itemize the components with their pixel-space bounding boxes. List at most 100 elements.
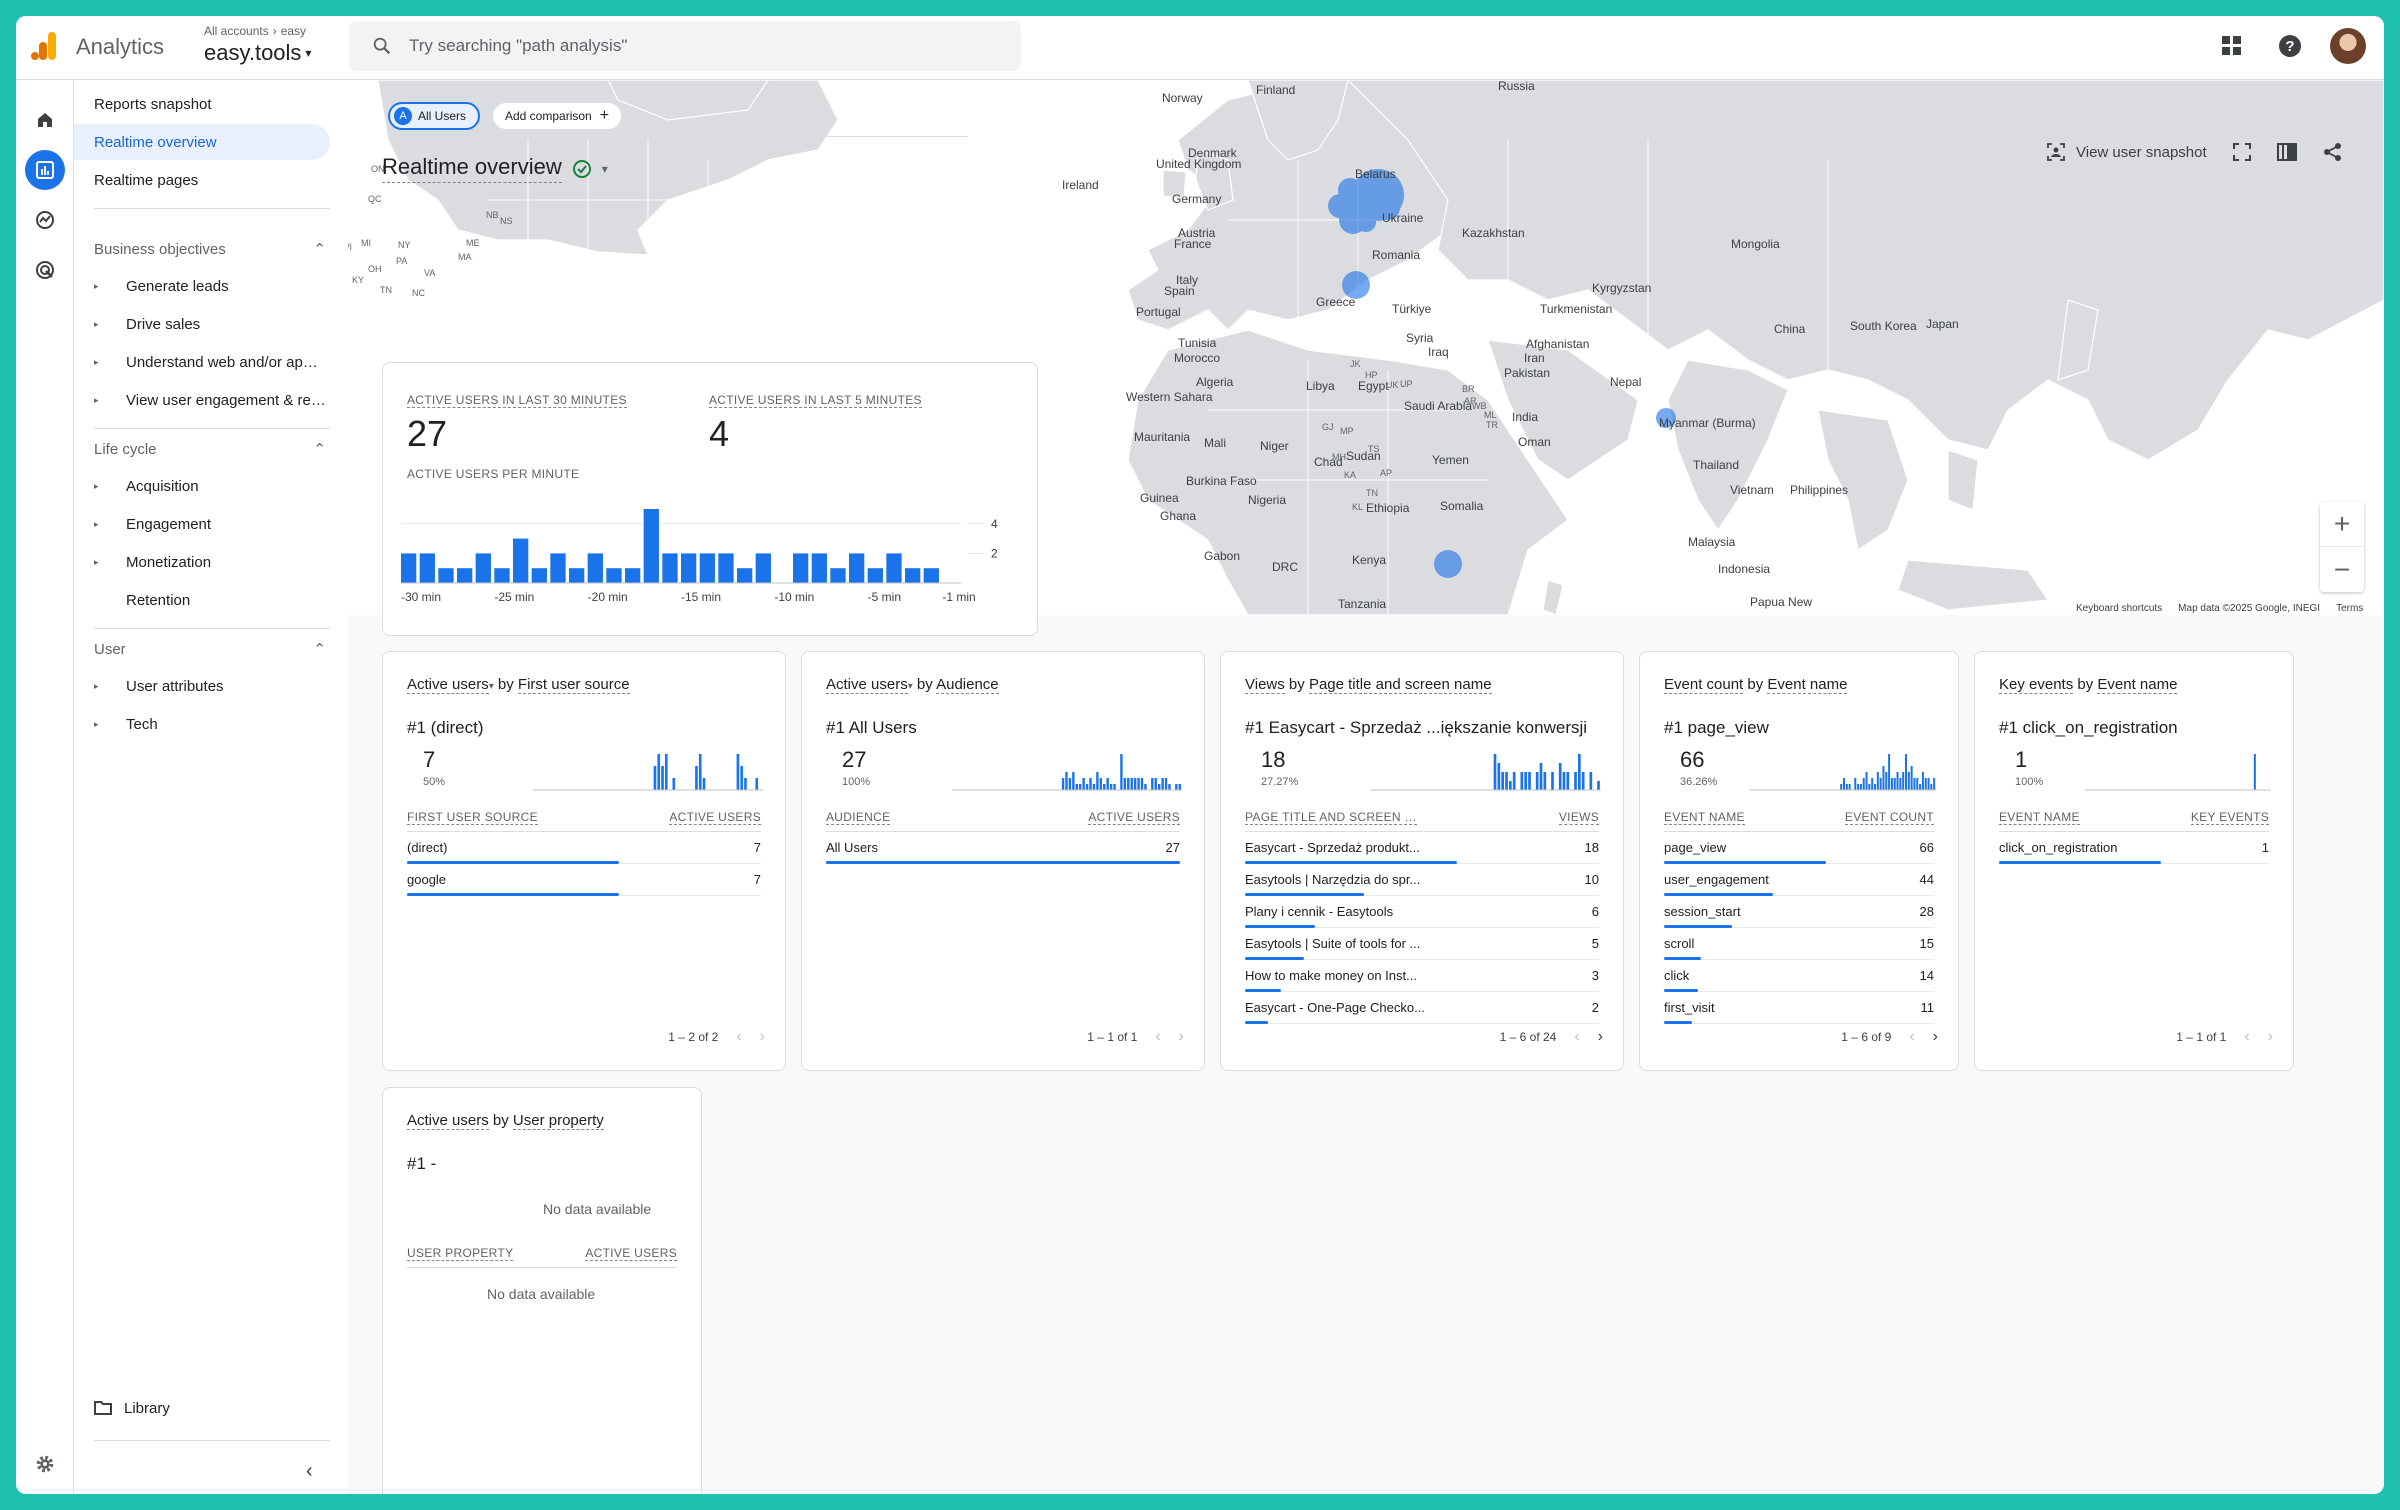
table-row[interactable]: Plany i cennik - Easytools 6 (1245, 896, 1599, 928)
table-row[interactable]: click_on_registration 1 (1999, 832, 2269, 864)
minute-bar[interactable] (830, 568, 846, 583)
minute-bar[interactable] (401, 553, 417, 583)
nav-understand-traffic[interactable]: ▸ Understand web and/or app t... (74, 344, 330, 380)
nav-acquisition[interactable]: ▸ Acquisition (74, 468, 330, 504)
settings-gear-icon[interactable] (25, 1444, 65, 1484)
dropdown-arrow-icon[interactable]: ▾ (488, 681, 494, 692)
account-selector[interactable]: All accounts › easy easy.tools ▾ (204, 24, 311, 66)
nav-reports-snapshot[interactable]: Reports snapshot (94, 95, 212, 113)
col-header-metric[interactable]: ACTIVE USERS (1088, 810, 1180, 825)
minute-bar[interactable] (718, 553, 734, 583)
explore-icon[interactable] (25, 200, 65, 240)
view-user-snapshot-button[interactable]: View user snapshot (2046, 142, 2207, 162)
minute-bar[interactable] (550, 553, 566, 583)
home-icon[interactable] (25, 100, 65, 140)
prev-page-icon[interactable]: ‹ (1574, 1028, 1580, 1045)
next-page-icon[interactable]: › (1597, 1028, 1603, 1045)
col-header-metric[interactable]: ACTIVE USERS (669, 810, 761, 825)
minute-bar[interactable] (755, 553, 771, 583)
keyboard-shortcuts-link[interactable]: Keyboard shortcuts (2076, 603, 2163, 614)
advertising-icon[interactable] (25, 250, 65, 290)
section-business-objectives[interactable]: Business objectives ⌃ (94, 234, 326, 264)
share-icon[interactable] (2323, 142, 2343, 162)
apps-grid-icon[interactable] (2214, 28, 2250, 64)
minute-bar[interactable] (643, 509, 659, 583)
metric-label[interactable]: Active users (826, 676, 908, 694)
prev-page-icon[interactable]: ‹ (1155, 1028, 1161, 1045)
minute-bar[interactable] (513, 538, 529, 583)
metric-label[interactable]: Event count (1664, 676, 1744, 694)
add-comparison-button[interactable]: Add comparison + (492, 102, 623, 130)
title-dropdown-icon[interactable]: ▾ (601, 161, 608, 176)
next-page-icon[interactable]: › (759, 1028, 765, 1045)
minute-bar[interactable] (886, 553, 902, 583)
fullscreen-icon[interactable] (2232, 143, 2251, 161)
dimension-label[interactable]: Audience (936, 676, 999, 694)
dimension-label[interactable]: User property (512, 1112, 604, 1130)
col-header-metric[interactable]: EVENT COUNT (1844, 810, 1934, 825)
col-header-metric[interactable]: VIEWS (1558, 810, 1599, 825)
section-user[interactable]: User ⌃ (94, 634, 326, 664)
zoom-in-button[interactable]: + (2320, 502, 2364, 547)
minute-bar[interactable] (625, 568, 641, 583)
table-row[interactable]: How to make money on Inst... 3 (1245, 960, 1599, 992)
nav-realtime-overview[interactable]: Realtime overview (74, 124, 330, 160)
metric-label[interactable]: Key events (1999, 676, 2074, 694)
minute-bar[interactable] (419, 553, 435, 583)
metric-label[interactable]: Views (1245, 676, 1285, 694)
prev-page-icon[interactable]: ‹ (736, 1028, 742, 1045)
avatar[interactable] (2330, 28, 2366, 64)
col-header-dimension[interactable]: PAGE TITLE AND SCREEN … (1245, 810, 1417, 825)
collapse-nav-chevron-icon[interactable]: ‹ (306, 1460, 313, 1482)
table-row[interactable]: (direct) 7 (407, 832, 761, 864)
minute-bar[interactable] (849, 553, 865, 583)
dropdown-arrow-icon[interactable]: ▾ (907, 681, 913, 692)
nav-library[interactable]: Library (74, 1390, 330, 1426)
table-row[interactable]: scroll 15 (1664, 928, 1934, 960)
minute-bar[interactable] (867, 568, 883, 583)
minute-bar[interactable] (923, 568, 939, 583)
dimension-label[interactable]: Page title and screen name (1308, 676, 1492, 694)
minute-bar[interactable] (737, 568, 753, 583)
col-header-metric[interactable]: KEY EVENTS (2190, 810, 2269, 825)
minute-bar[interactable] (494, 568, 510, 583)
table-row[interactable]: session_start 28 (1664, 896, 1934, 928)
col-header-dimension[interactable]: FIRST USER SOURCE (407, 810, 538, 825)
nav-user-attributes[interactable]: ▸ User attributes (74, 668, 330, 704)
minute-bar[interactable] (811, 553, 827, 583)
table-row[interactable]: Easytools | Narzędzia do spr... 10 (1245, 864, 1599, 896)
table-row[interactable]: Easycart - One-Page Checko... 2 (1245, 992, 1599, 1024)
nav-tech[interactable]: ▸ Tech (74, 706, 330, 742)
minute-bar[interactable] (905, 568, 921, 583)
analytics-logo-icon[interactable] (30, 30, 58, 62)
table-row[interactable]: Easytools | Suite of tools for ... 5 (1245, 928, 1599, 960)
search-input[interactable]: Try searching "path analysis" (349, 21, 1021, 71)
metric-label[interactable]: Active users (407, 1112, 489, 1130)
help-icon[interactable]: ? (2272, 28, 2308, 64)
prev-page-icon[interactable]: ‹ (2244, 1028, 2250, 1045)
compare-columns-icon[interactable] (2276, 143, 2297, 161)
table-row[interactable]: google 7 (407, 864, 761, 896)
minute-bar[interactable] (457, 568, 473, 583)
table-row[interactable]: page_view 66 (1664, 832, 1934, 864)
minute-bar[interactable] (606, 568, 622, 583)
metric-label[interactable]: Active users (407, 676, 489, 694)
minute-bar[interactable] (569, 568, 585, 583)
minute-bar[interactable] (531, 568, 547, 583)
minute-bar[interactable] (587, 553, 603, 583)
all-users-chip[interactable]: A All Users (388, 102, 481, 130)
reports-icon[interactable] (25, 150, 65, 190)
nav-user-engagement[interactable]: ▸ View user engagement & rete... (74, 382, 330, 418)
section-life-cycle[interactable]: Life cycle ⌃ (94, 434, 326, 464)
zoom-out-button[interactable]: − (2333, 553, 2351, 585)
table-row[interactable]: All Users 27 (826, 832, 1180, 864)
minute-bar[interactable] (681, 553, 697, 583)
minute-bar[interactable] (438, 568, 454, 583)
table-row[interactable]: user_engagement 44 (1664, 864, 1934, 896)
next-page-icon[interactable]: › (1178, 1028, 1184, 1045)
col-header-dimension[interactable]: EVENT NAME (1664, 810, 1745, 825)
nav-monetization[interactable]: ▸ Monetization (74, 544, 330, 580)
next-page-icon[interactable]: › (2267, 1028, 2273, 1045)
table-row[interactable]: first_visit 11 (1664, 992, 1934, 1024)
table-row[interactable]: Easycart - Sprzedaż produkt... 18 (1245, 832, 1599, 864)
